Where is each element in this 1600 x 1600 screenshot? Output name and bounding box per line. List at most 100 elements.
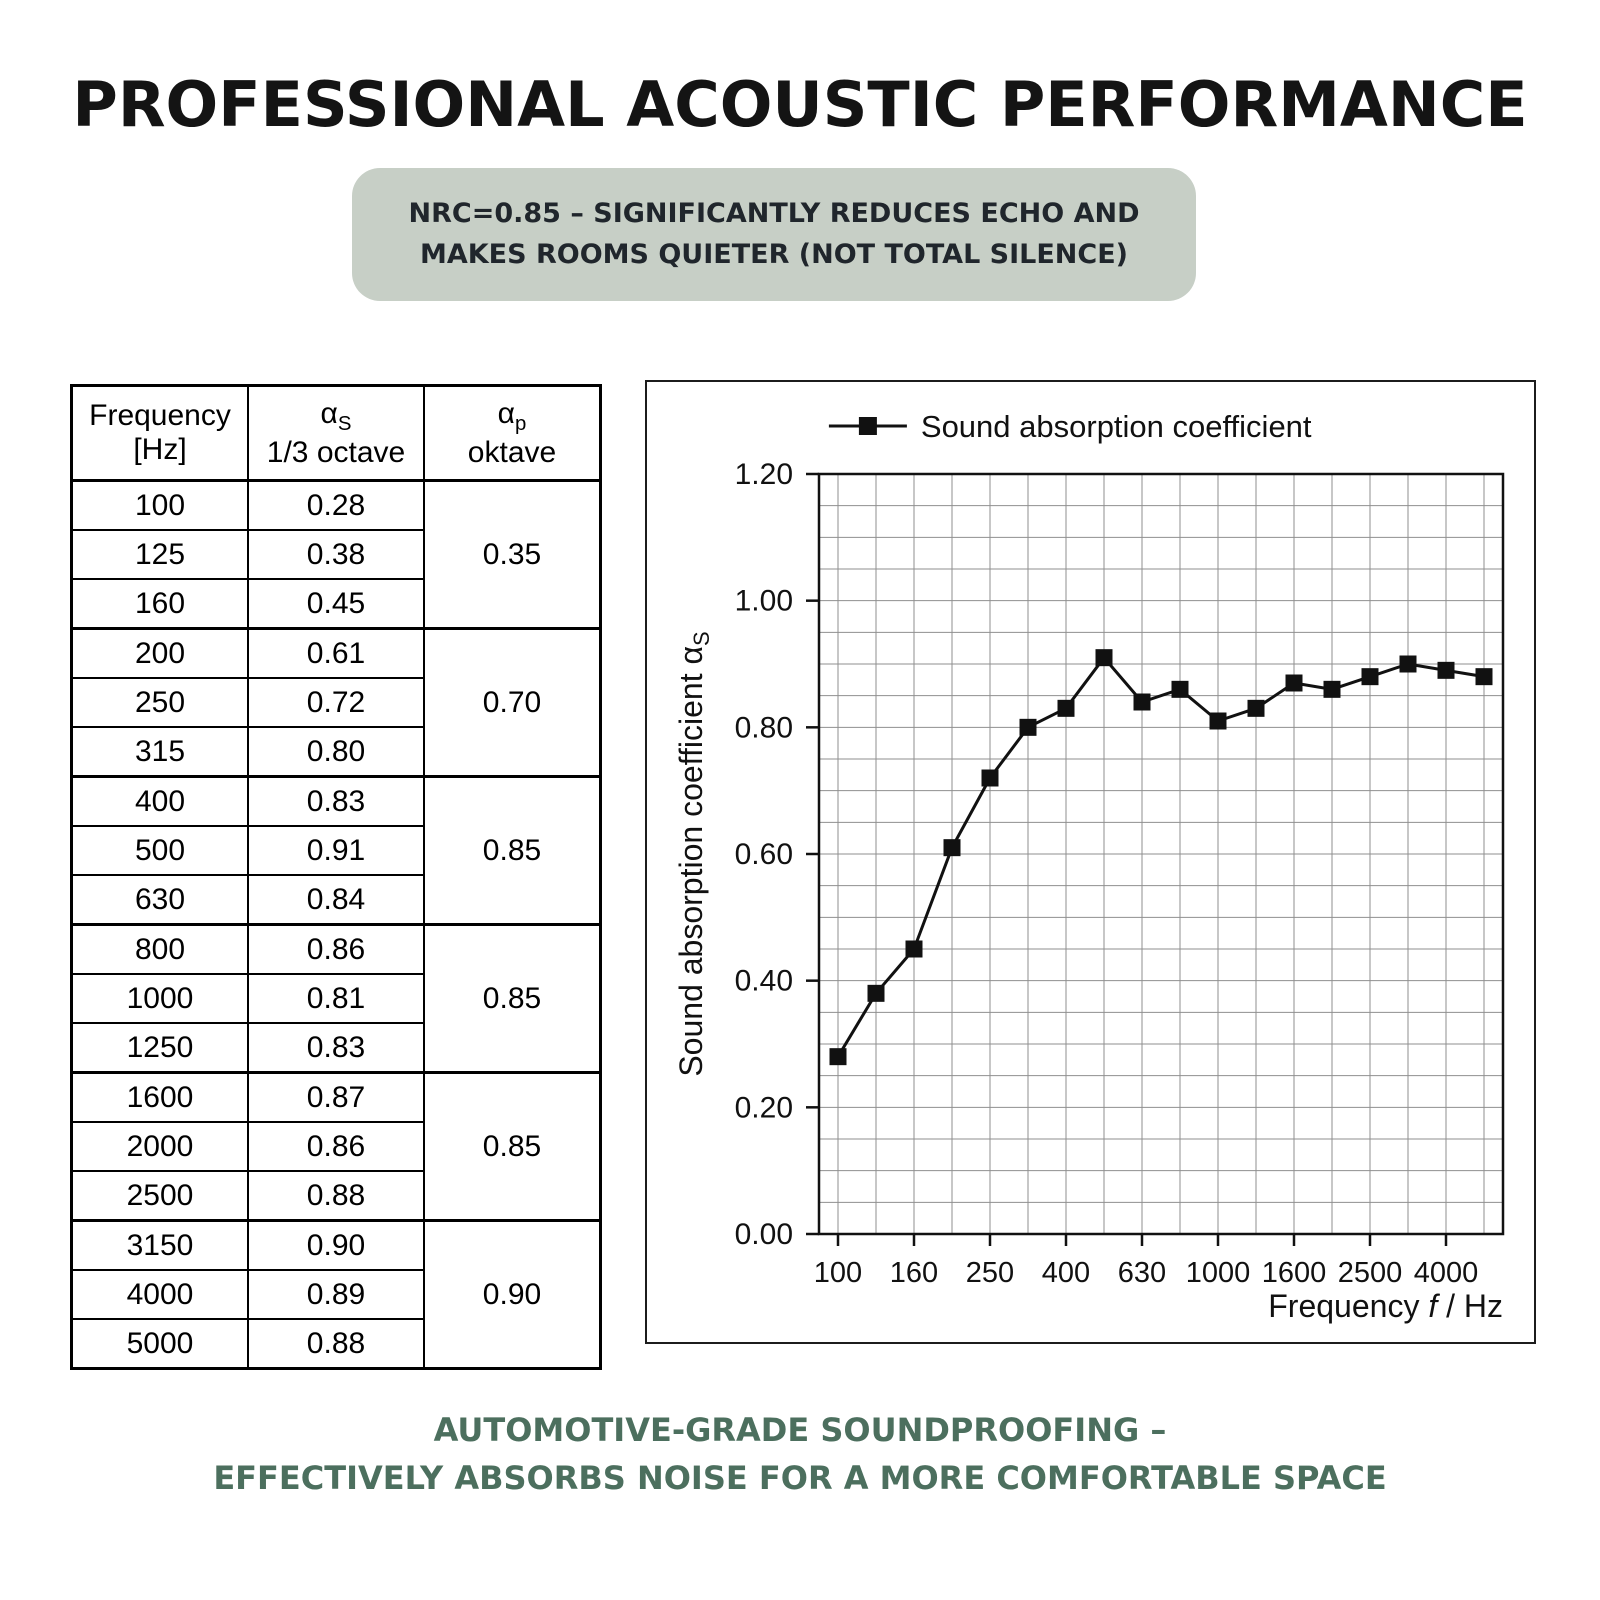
y-tick-label: 1.00 <box>735 585 793 618</box>
alpha-p-cell: 0.70 <box>423 627 602 778</box>
alpha-s-cell: 0.88 <box>247 1318 425 1370</box>
alpha-s-cell: 0.83 <box>247 775 425 827</box>
x-tick-label: 2500 <box>1338 1257 1403 1289</box>
data-point-marker <box>829 1048 847 1066</box>
alpha-s-cell: 0.84 <box>247 874 425 926</box>
alpha-s-cell: 0.72 <box>247 677 425 728</box>
freq-cell: 125 <box>70 529 249 580</box>
y-tick-label: 0.40 <box>735 965 793 998</box>
absorption-chart-panel: 0.00 0.20 0.40 0.60 0.80 1.00 1.20 100 160 250 400… <box>645 380 1536 1344</box>
alpha-s-cell: 0.80 <box>247 726 425 778</box>
data-point-marker <box>981 769 999 787</box>
alpha-s-cell: 0.88 <box>247 1170 425 1222</box>
footer-line2: EFFECTIVELY ABSORBS NOISE FOR A MORE COM… <box>213 1459 1387 1497</box>
alpha-s-cell: 0.38 <box>247 529 425 580</box>
table-header-row: Frequency [Hz] αS 1/3 octave αp oktave <box>70 384 602 482</box>
table-row: 5000 0.88 <box>70 1318 601 1370</box>
freq-cell: 100 <box>70 479 249 531</box>
table-row: 4000 0.89 <box>70 1269 601 1320</box>
data-point-marker <box>1019 718 1037 736</box>
freq-cell: 2000 <box>70 1121 249 1172</box>
table-row: 1000 0.81 <box>70 973 601 1024</box>
alpha-s-cell: 0.83 <box>247 1022 425 1074</box>
data-point-marker <box>1171 680 1189 698</box>
col-header-alpha-p: αp oktave <box>423 384 602 482</box>
y-tick-label: 0.80 <box>735 711 793 744</box>
footer-line1: AUTOMOTIVE-GRADE SOUNDPROOFING – <box>433 1411 1167 1449</box>
data-point-marker <box>1247 699 1265 717</box>
data-point-marker <box>1475 668 1493 686</box>
table-row: 200 0.61 0.70 <box>70 627 602 778</box>
x-tick-label: 1600 <box>1262 1257 1327 1289</box>
table-row: 3150 0.90 0.90 <box>70 1219 602 1370</box>
table-row: 1600 0.87 0.85 <box>70 1071 602 1222</box>
freq-cell: 1600 <box>70 1071 249 1123</box>
legend-label: Sound absorption coefficient <box>921 409 1312 444</box>
table-row: 400 0.83 0.85 <box>70 775 602 926</box>
freq-cell: 315 <box>70 726 249 778</box>
freq-cell: 4000 <box>70 1269 249 1320</box>
col-header-frequency: Frequency [Hz] <box>70 384 249 482</box>
acoustic-table-wrap: Frequency [Hz] αS 1/3 octave αp oktave 1… <box>70 384 602 1370</box>
alpha-s-cell: 0.86 <box>247 923 425 975</box>
table-row: 100 0.28 0.35 <box>70 479 602 630</box>
table-row: 2000 0.86 <box>70 1121 601 1172</box>
alpha-p-cell: 0.85 <box>423 775 602 926</box>
x-tick-label: 1000 <box>1186 1257 1251 1289</box>
series-line <box>836 655 1485 1058</box>
table-row: 630 0.84 <box>70 874 601 926</box>
alpha-p-cell: 0.35 <box>423 479 602 630</box>
alpha-p-cell: 0.85 <box>423 923 602 1074</box>
data-point-marker <box>867 984 885 1002</box>
col-header-alpha-s: αS 1/3 octave <box>247 384 425 482</box>
x-tick-label: 630 <box>1118 1257 1166 1289</box>
freq-cell: 2500 <box>70 1170 249 1222</box>
data-point-marker <box>1285 674 1303 692</box>
y-tick-label: 0.20 <box>735 1091 793 1124</box>
alpha-p-cell: 0.85 <box>423 1071 602 1222</box>
data-point-marker <box>1133 693 1151 711</box>
table-row: 315 0.80 <box>70 726 601 778</box>
x-tick-label: 160 <box>890 1257 938 1289</box>
x-tick-label: 4000 <box>1414 1257 1479 1289</box>
table-row: 2500 0.88 <box>70 1170 601 1222</box>
alpha-s-cell: 0.61 <box>247 627 425 679</box>
table-row: 160 0.45 <box>70 578 601 630</box>
table-row: 125 0.38 <box>70 529 601 580</box>
table-row: 500 0.91 <box>70 825 601 876</box>
alpha-s-cell: 0.90 <box>247 1219 425 1271</box>
freq-cell: 400 <box>70 775 249 827</box>
data-point-marker <box>1361 668 1379 686</box>
data-point-marker <box>1399 655 1417 673</box>
alpha-s-cell: 0.89 <box>247 1269 425 1320</box>
y-tick-label: 1.20 <box>735 458 793 491</box>
data-point-marker <box>905 940 923 958</box>
data-point-marker <box>943 839 961 857</box>
freq-cell: 1000 <box>70 973 249 1024</box>
nrc-badge-line1: NRC=0.85 – SIGNIFICANTLY REDUCES ECHO AN… <box>408 198 1140 229</box>
y-tick-label: 0.00 <box>735 1218 793 1251</box>
freq-cell: 800 <box>70 923 249 975</box>
freq-cell: 200 <box>70 627 249 679</box>
alpha-p-cell: 0.90 <box>423 1219 602 1370</box>
table-row: 250 0.72 <box>70 677 601 728</box>
alpha-s-cell: 0.45 <box>247 578 425 630</box>
alpha-s-cell: 0.28 <box>247 479 425 531</box>
table-row: 1250 0.83 <box>70 1022 601 1074</box>
freq-cell: 3150 <box>70 1219 249 1271</box>
nrc-badge: NRC=0.85 – SIGNIFICANTLY REDUCES ECHO AN… <box>352 168 1196 301</box>
x-tick-label: 250 <box>966 1257 1014 1289</box>
page-title: PROFESSIONAL ACOUSTIC PERFORMANCE <box>72 68 1528 141</box>
y-axis-title: Sound absorption coefficient αS <box>673 631 714 1076</box>
x-tick-label: 400 <box>1042 1257 1090 1289</box>
data-point-marker <box>1057 699 1075 717</box>
alpha-s-cell: 0.81 <box>247 973 425 1024</box>
alpha-s-cell: 0.87 <box>247 1071 425 1123</box>
data-point-marker <box>1437 661 1455 679</box>
data-point-marker <box>1323 680 1341 698</box>
data-point-marker <box>1095 649 1113 667</box>
freq-cell: 1250 <box>70 1022 249 1074</box>
freq-cell: 5000 <box>70 1318 249 1370</box>
legend-marker <box>858 417 877 435</box>
